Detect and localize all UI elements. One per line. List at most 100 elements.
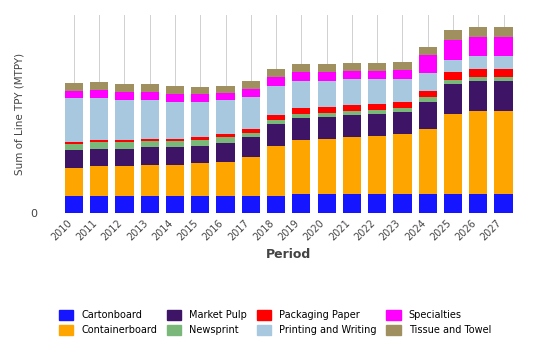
Bar — [343, 111, 361, 115]
Bar — [191, 137, 210, 140]
Bar — [368, 71, 386, 79]
Bar — [419, 55, 437, 72]
Bar — [368, 104, 386, 110]
Bar — [292, 194, 310, 213]
Bar — [166, 86, 184, 93]
Legend: Cartonboard, Containerboard, Market Pulp, Newsprint, Packaging Paper, Printing a: Cartonboard, Containerboard, Market Pulp… — [54, 305, 496, 340]
Bar — [469, 81, 487, 111]
Bar — [444, 40, 462, 60]
Bar — [166, 147, 184, 165]
Bar — [317, 117, 336, 139]
Bar — [444, 30, 462, 40]
Bar — [217, 100, 235, 134]
Bar — [267, 146, 285, 196]
Bar — [166, 93, 184, 101]
Bar — [141, 165, 159, 196]
Bar — [393, 194, 411, 213]
Bar — [241, 137, 260, 157]
Bar — [444, 114, 462, 194]
Bar — [65, 83, 83, 91]
Bar — [494, 81, 513, 111]
Bar — [65, 144, 83, 150]
Bar — [292, 108, 310, 114]
Bar — [241, 81, 260, 89]
Bar — [217, 86, 235, 93]
Bar — [65, 150, 83, 168]
Bar — [494, 69, 513, 77]
Bar — [292, 72, 310, 81]
Bar — [317, 107, 336, 113]
Bar — [191, 87, 210, 94]
Bar — [267, 196, 285, 213]
Bar — [267, 120, 285, 125]
Bar — [267, 125, 285, 146]
Bar — [116, 196, 134, 213]
Bar — [90, 140, 108, 142]
Bar — [393, 108, 411, 112]
Bar — [90, 166, 108, 196]
Bar — [267, 69, 285, 77]
Bar — [241, 157, 260, 196]
Bar — [419, 72, 437, 91]
Bar — [393, 112, 411, 134]
Bar — [166, 141, 184, 147]
Bar — [217, 143, 235, 161]
Bar — [267, 115, 285, 120]
Bar — [368, 194, 386, 213]
Bar — [292, 140, 310, 194]
Bar — [368, 114, 386, 136]
Bar — [90, 90, 108, 98]
Bar — [90, 98, 108, 140]
Bar — [317, 64, 336, 72]
Bar — [444, 60, 462, 72]
Bar — [368, 136, 386, 194]
Bar — [419, 129, 437, 194]
Bar — [419, 97, 437, 101]
Bar — [419, 101, 437, 129]
Bar — [217, 196, 235, 213]
Bar — [217, 161, 235, 196]
Bar — [116, 166, 134, 196]
Bar — [469, 69, 487, 77]
Bar — [368, 63, 386, 71]
Bar — [419, 194, 437, 213]
Bar — [267, 86, 285, 115]
Bar — [469, 194, 487, 213]
Bar — [166, 196, 184, 213]
Bar — [141, 141, 159, 147]
Bar — [116, 100, 134, 140]
Bar — [241, 89, 260, 97]
Bar — [393, 134, 411, 194]
Bar — [444, 80, 462, 84]
Bar — [317, 113, 336, 117]
Bar — [494, 57, 513, 69]
Bar — [65, 91, 83, 99]
Bar — [317, 81, 336, 107]
Bar — [494, 77, 513, 81]
Bar — [317, 72, 336, 81]
Bar — [469, 27, 487, 37]
Bar — [90, 196, 108, 213]
Bar — [444, 72, 462, 80]
Bar — [292, 81, 310, 108]
Bar — [267, 77, 285, 86]
Bar — [343, 194, 361, 213]
Bar — [141, 100, 159, 139]
Bar — [90, 142, 108, 149]
Bar — [191, 196, 210, 213]
Bar — [241, 129, 260, 133]
Bar — [292, 64, 310, 72]
Bar — [116, 140, 134, 142]
Bar — [166, 101, 184, 139]
Bar — [217, 134, 235, 137]
Bar — [166, 165, 184, 196]
Bar — [494, 194, 513, 213]
Bar — [444, 84, 462, 114]
Bar — [217, 137, 235, 143]
Bar — [343, 137, 361, 194]
Bar — [393, 79, 411, 102]
Bar — [116, 149, 134, 166]
Bar — [191, 164, 210, 196]
Bar — [116, 92, 134, 100]
Bar — [116, 84, 134, 92]
